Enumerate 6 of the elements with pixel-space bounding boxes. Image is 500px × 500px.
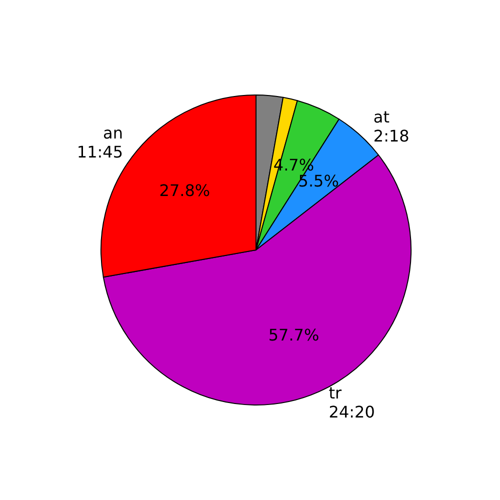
slice-label: at 2:18 <box>373 107 410 146</box>
data-label: 27.8% <box>159 180 210 200</box>
data-label: 5.5% <box>298 172 339 191</box>
slice-label: an 11:45 <box>76 124 123 162</box>
slice-label: tr 24:20 <box>328 384 375 422</box>
data-label: 57.7% <box>268 326 320 344</box>
